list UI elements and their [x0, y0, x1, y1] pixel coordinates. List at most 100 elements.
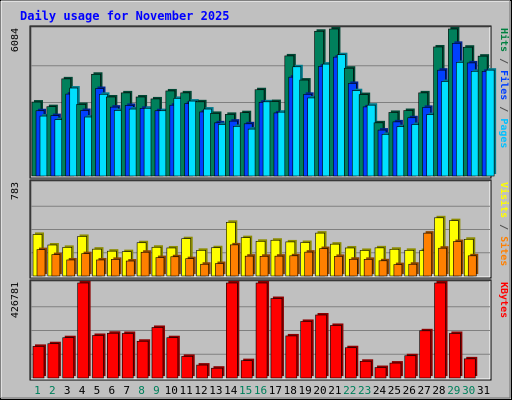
visits-sites-bar: [393, 264, 403, 277]
kbytes-kbytes-bar: [285, 335, 298, 379]
day-label: 13: [209, 384, 222, 397]
day-label: 6: [108, 384, 115, 397]
panel-hits: 6084 Hits / Files / Pages: [10, 25, 510, 179]
kbytes-kbytes-bar: [77, 282, 89, 379]
kbytes-kbytes-bar: [419, 330, 431, 379]
legend-entry: Sites: [498, 236, 510, 266]
kbytes-kbytes-bar: [151, 327, 164, 379]
legend-entry: Hits: [498, 28, 510, 52]
visits-sites-bar: [408, 263, 418, 277]
kbytes-kbytes-bar: [107, 332, 119, 379]
kbytes-kbytes-bar: [240, 360, 253, 379]
legend-entry: /: [498, 52, 509, 70]
day-label: 31: [477, 384, 490, 397]
visits-sites-bar: [453, 241, 462, 277]
visits-sites-bar: [125, 260, 135, 277]
day-label: 5: [94, 384, 101, 397]
visits-sites-bar: [215, 263, 224, 277]
kbytes-kbytes-bar: [62, 337, 75, 379]
visits-sites-bar: [155, 257, 165, 277]
day-label: 12: [194, 384, 207, 397]
visits-sites-bar: [438, 247, 447, 277]
kbytes-kbytes-bar: [92, 335, 104, 379]
panel-kbytes-legend: KBytes: [498, 282, 509, 318]
visits-sites-bar: [51, 254, 61, 277]
kbytes-kbytes-bar: [211, 367, 223, 379]
visits-sites-bar: [96, 259, 105, 277]
visits-sites-bar: [111, 259, 120, 277]
kbytes-kbytes-bar: [270, 298, 283, 379]
day-label: 26: [403, 384, 416, 397]
day-label: 18: [284, 384, 297, 397]
day-label: 30: [462, 384, 475, 397]
panel-hits-legend: Hits / Files / Pages: [498, 28, 510, 148]
legend-entry: /: [498, 100, 509, 118]
panel-visits: 783 Visits / Sites: [10, 179, 510, 279]
day-axis: 1 2 3 4 5 6 7 8 9 10 11 12 13 14 15 16 17 18 19 20 21 22 23 24 2…: [34, 384, 490, 397]
kbytes-kbytes-bar: [47, 343, 60, 379]
day-label: 9: [153, 384, 160, 397]
visits-sites-bar: [423, 232, 432, 277]
day-label: 1: [34, 384, 41, 397]
visits-sites-bar: [170, 256, 180, 277]
visits-sites-bar: [36, 249, 46, 277]
kbytes-kbytes-bar: [136, 340, 149, 379]
kbytes-kbytes-bar: [300, 321, 312, 379]
panel-hits-max-label: 6084: [10, 28, 21, 52]
kbytes-kbytes-bar: [315, 314, 327, 379]
day-label: 10: [165, 384, 178, 397]
day-label: 25: [388, 384, 401, 397]
day-label: 28: [432, 384, 445, 397]
kbytes-kbytes-bar: [463, 358, 476, 379]
chart-panels: 6084 Hits / Files / Pages 783 Visits / Site…: [10, 25, 510, 381]
kbytes-kbytes-bar: [330, 325, 342, 379]
visits-sites-bar: [319, 248, 328, 277]
visits-sites-bar: [467, 255, 477, 277]
visits-sites-bar: [378, 260, 388, 277]
kbytes-kbytes-bar: [196, 364, 208, 379]
visits-sites-bar: [304, 251, 313, 277]
day-label: 17: [269, 384, 282, 397]
day-label: 16: [254, 384, 267, 397]
kbytes-kbytes-bar: [32, 346, 45, 379]
day-label: 24: [373, 384, 387, 397]
day-label: 7: [123, 384, 130, 397]
kbytes-kbytes-bar: [404, 355, 417, 379]
day-label: 2: [49, 384, 56, 397]
visits-sites-bar: [185, 258, 195, 277]
visits-sites-bar: [363, 259, 373, 277]
panel-visits-max-label: 783: [10, 182, 21, 200]
kbytes-kbytes-bar: [121, 333, 134, 379]
panel-visits-legend: Visits / Sites: [498, 182, 510, 266]
hits-pages-bar: [485, 69, 495, 177]
day-label: 22: [343, 384, 356, 397]
day-label: 4: [79, 384, 86, 397]
kbytes-kbytes-bar: [181, 356, 194, 379]
day-label: 23: [358, 384, 371, 397]
kbytes-kbytes-bar: [374, 367, 387, 379]
visits-sites-bar: [348, 258, 358, 277]
kbytes-kbytes-bar: [359, 361, 372, 379]
chart-title: Daily usage for November 2025: [20, 9, 230, 23]
day-label: 3: [64, 384, 71, 397]
visits-sites-bar: [230, 244, 239, 277]
kbytes-kbytes-bar: [166, 337, 179, 379]
legend-entry: Files: [498, 70, 510, 100]
kbytes-kbytes-bar: [389, 362, 402, 379]
day-label: 14: [224, 384, 238, 397]
visits-sites-bar: [200, 263, 209, 277]
visits-sites-bar: [244, 255, 254, 277]
day-label: 27: [417, 384, 430, 397]
panel-kbytes-max-label: 426781: [10, 282, 21, 318]
day-label: 21: [328, 384, 341, 397]
day-label: 20: [313, 384, 326, 397]
kbytes-kbytes-bar: [226, 282, 238, 379]
kbytes-kbytes-bar: [255, 282, 268, 379]
day-label: 29: [447, 384, 460, 397]
visits-sites-bar: [259, 255, 269, 277]
day-label: 8: [138, 384, 145, 397]
kbytes-kbytes-bar: [344, 347, 357, 379]
kbytes-kbytes-bar: [434, 282, 446, 379]
day-label: 15: [239, 384, 252, 397]
